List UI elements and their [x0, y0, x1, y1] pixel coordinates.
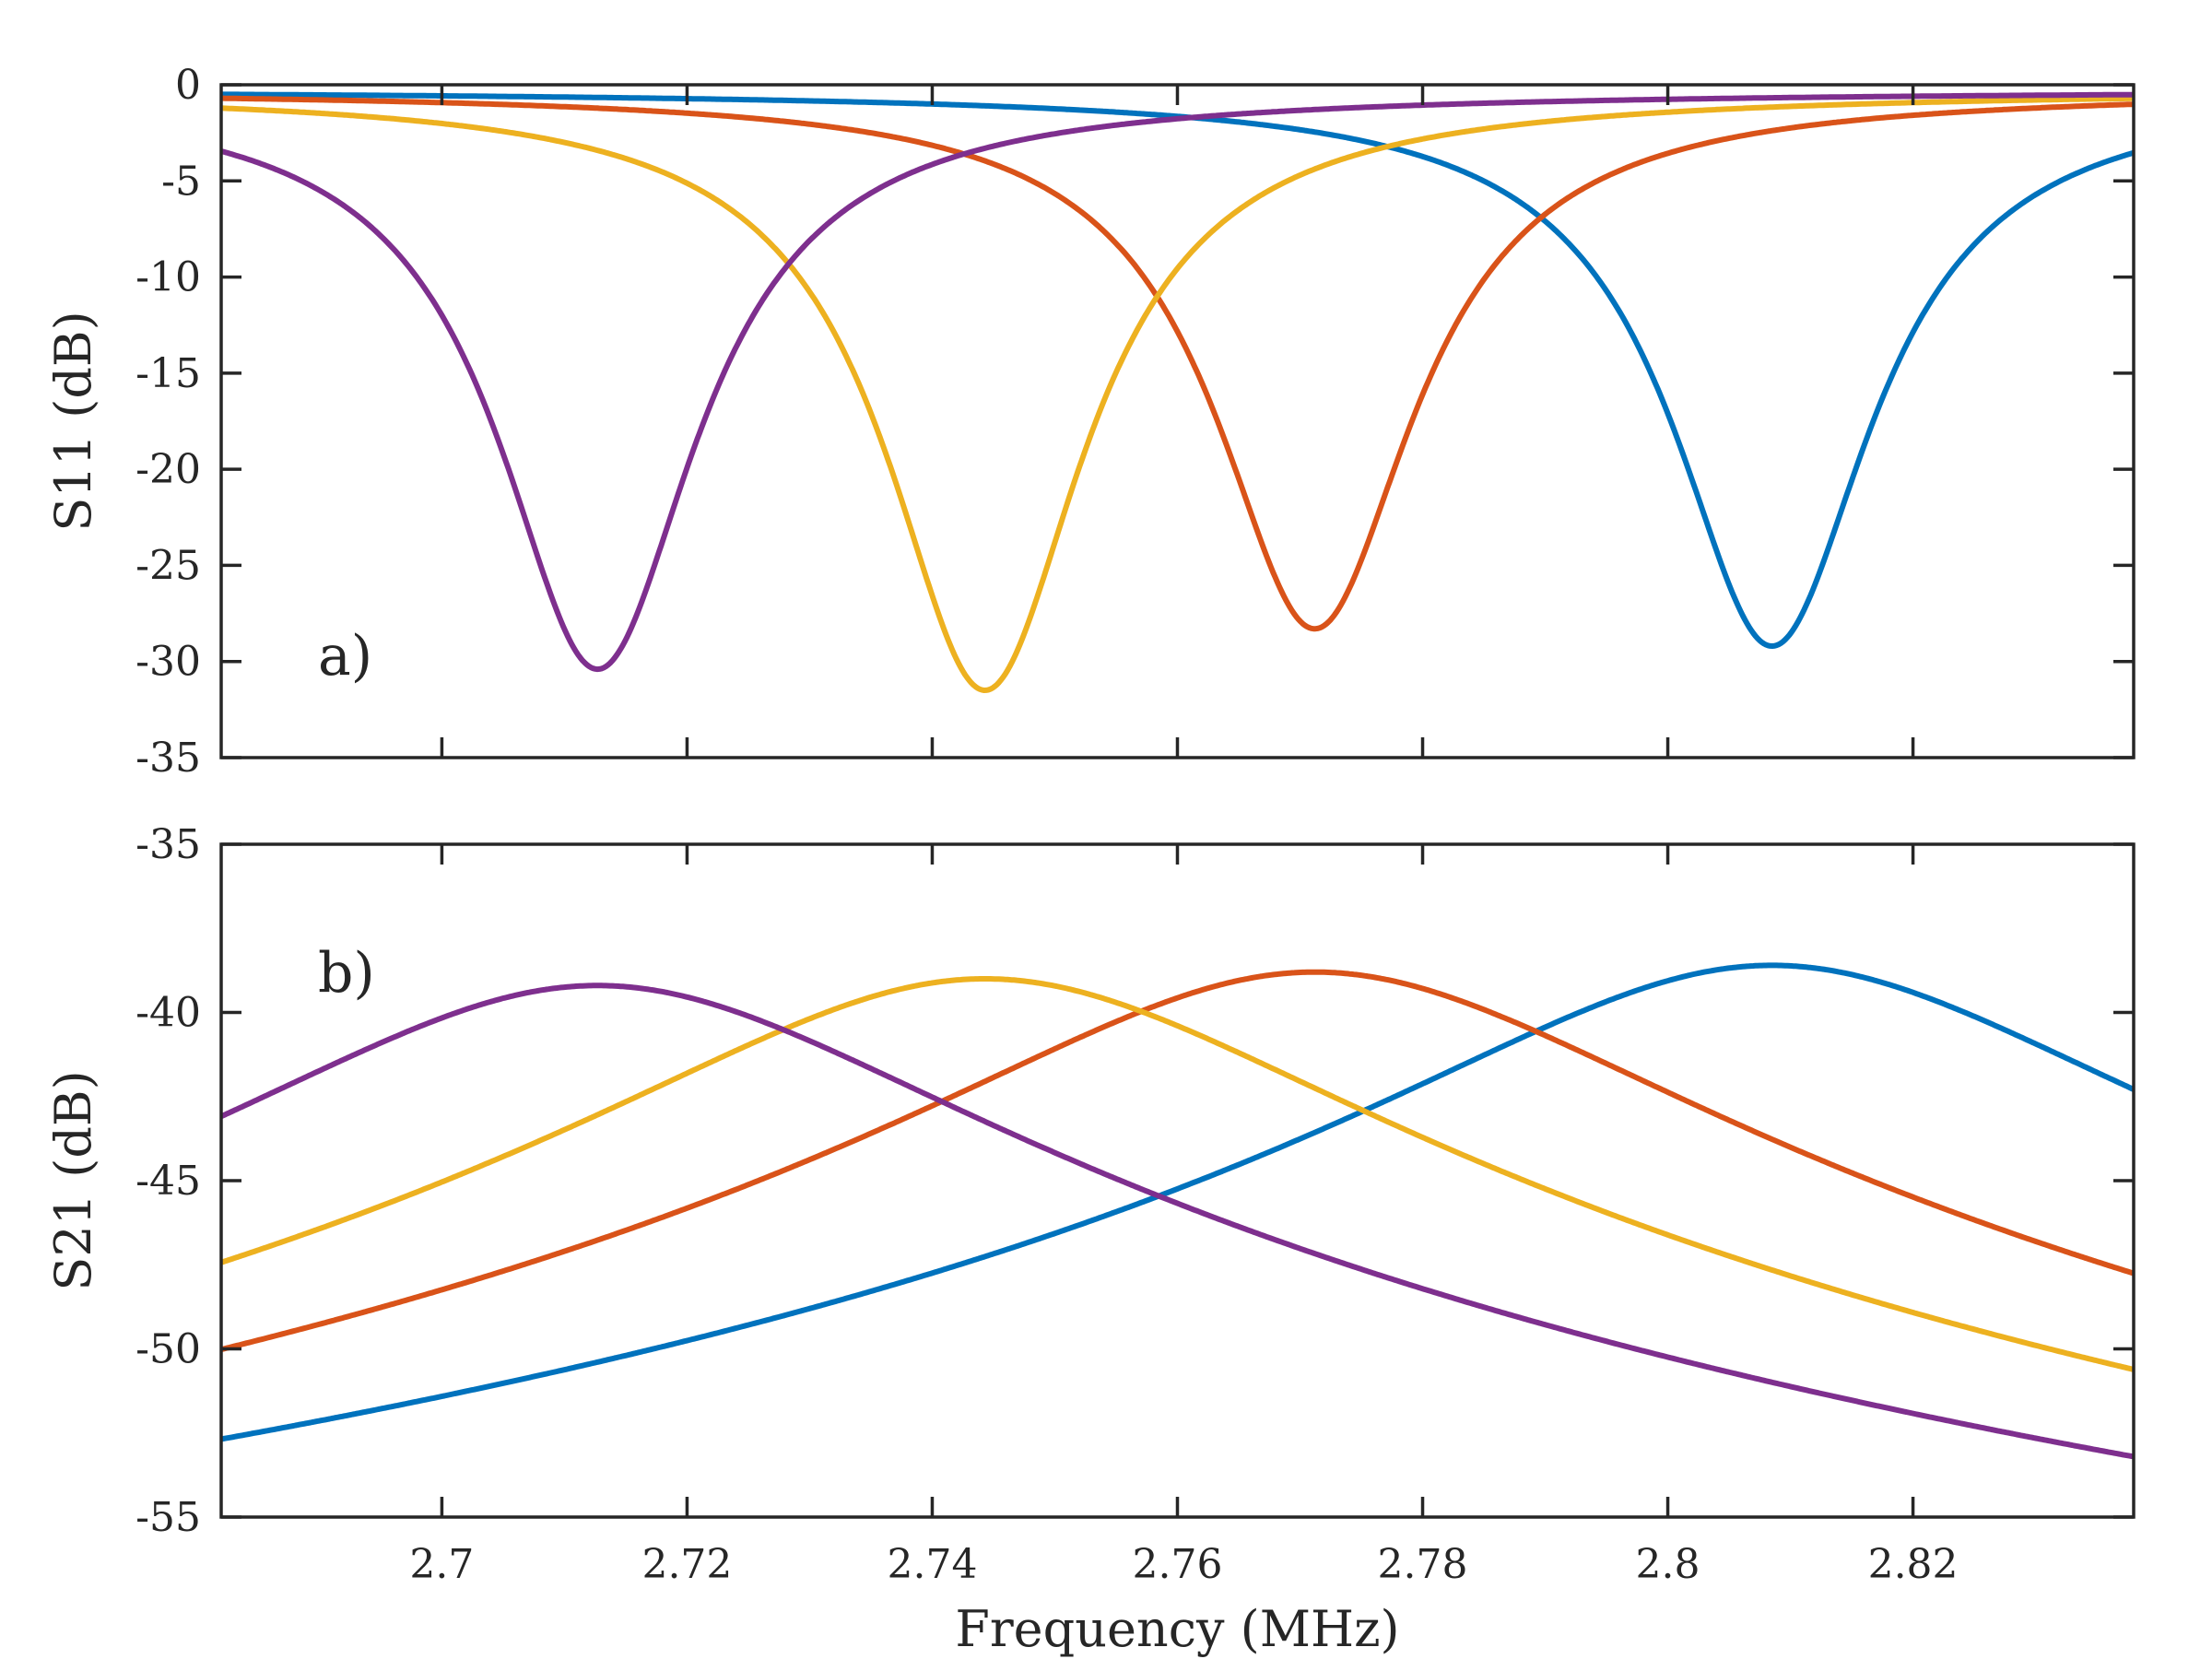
x-tick-label: 2.74: [887, 1541, 977, 1588]
y-tick-label: -5: [161, 158, 201, 205]
panel-a-y-axis-label: S11 (dB): [44, 311, 102, 531]
x-tick-label: 2.82: [1868, 1541, 1959, 1588]
y-tick-label: -10: [135, 254, 201, 301]
panel-b-ticks: 2.7 2.72 2.74 2.76 2.78 2.8 2.82 -35 -40 -45 -50 -5…: [135, 821, 2134, 1588]
y-tick-label: -35: [135, 735, 201, 782]
series-line-resonator-4: [221, 91, 2134, 673]
y-tick-label: -55: [135, 1494, 201, 1541]
y-tick-label: -50: [135, 1326, 201, 1373]
x-tick-label: 2.76: [1133, 1541, 1223, 1588]
y-tick-label: -30: [135, 639, 201, 686]
x-tick-label: 2.7: [409, 1541, 474, 1588]
y-tick-label: -35: [135, 821, 201, 868]
series-line-resonator-2: [221, 95, 2134, 632]
panel-a-ticks: 0 -5 -10 -15 -20 -25 -30 -35: [135, 62, 2134, 782]
series-line-resonator-3: [221, 976, 2134, 1372]
y-tick-label: -25: [135, 542, 201, 589]
x-tick-label: 2.78: [1378, 1541, 1468, 1588]
series-line-resonator-3: [221, 95, 2134, 693]
series-line-resonator-4: [221, 982, 2134, 1460]
panel-a-label: a): [318, 624, 372, 688]
panel-b-y-axis-label: S21 (dB): [44, 1070, 102, 1290]
y-tick-label: 0: [175, 62, 201, 109]
x-axis-label: Frequency (MHz): [955, 1600, 1399, 1658]
x-tick-label: 2.72: [641, 1541, 732, 1588]
panel-b-s21: 2.7 2.72 2.74 2.76 2.78 2.8 2.82 -35 -40 -45 -50 -5…: [44, 821, 2136, 1658]
panel-b-label: b): [318, 941, 375, 1006]
y-tick-label: -45: [135, 1158, 201, 1205]
series-line-resonator-1: [221, 91, 2134, 649]
series-line-resonator-1: [221, 962, 2134, 1442]
panel-a-series-group: [221, 91, 2134, 693]
panel-a-s11: 0 -5 -10 -15 -20 -25 -30 -35 a) S11 (dB): [44, 62, 2136, 782]
y-tick-label: -15: [135, 350, 201, 397]
y-tick-label: -20: [135, 446, 201, 493]
panel-b-axes-frame: [219, 842, 2136, 1519]
series-line-resonator-2: [221, 969, 2134, 1353]
y-tick-label: -40: [135, 990, 201, 1037]
panel-b-series-group: [221, 962, 2134, 1460]
panel-a-axes-frame: [219, 83, 2136, 759]
x-tick-label: 2.8: [1636, 1541, 1700, 1588]
